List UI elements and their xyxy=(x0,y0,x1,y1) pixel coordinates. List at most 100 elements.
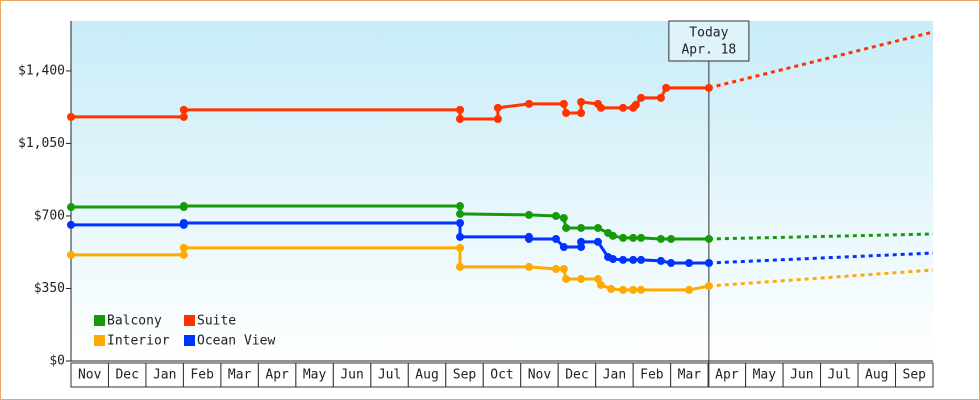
data-point xyxy=(67,112,75,121)
data-point xyxy=(67,220,75,229)
data-point xyxy=(704,234,713,243)
data-point xyxy=(551,234,560,243)
plot-background xyxy=(71,21,933,361)
month-cell xyxy=(857,362,897,388)
data-point xyxy=(704,281,713,290)
data-point xyxy=(179,202,188,211)
legend-swatch xyxy=(94,335,105,346)
forecast-line xyxy=(708,232,934,241)
data-point xyxy=(667,258,676,267)
x-tick-label: Oct xyxy=(490,368,513,383)
today-label: Today xyxy=(689,26,728,41)
data-point xyxy=(559,99,568,108)
forecast-line xyxy=(708,30,934,90)
data-point xyxy=(524,262,533,271)
y-tick-label: $1,400 xyxy=(18,63,65,78)
data-point xyxy=(67,203,75,212)
x-tick-label: Sep xyxy=(903,368,927,383)
data-point xyxy=(577,108,586,117)
month-cell xyxy=(445,362,484,388)
data-point xyxy=(656,93,665,102)
x-tick-label: Feb xyxy=(640,368,664,383)
x-tick-label: Jul xyxy=(378,368,401,383)
y-tick-label: $1,050 xyxy=(18,136,65,151)
y-tick-label: $0 xyxy=(49,354,65,369)
data-point xyxy=(685,258,694,267)
x-tick-label: Apr xyxy=(265,368,289,383)
legend-label: Suite xyxy=(197,314,236,329)
data-point xyxy=(559,265,568,274)
data-point xyxy=(619,233,628,242)
legend-label: Ocean View xyxy=(197,334,275,349)
data-point xyxy=(593,237,602,246)
month-cell xyxy=(820,362,859,388)
data-point xyxy=(456,243,465,252)
data-point xyxy=(562,108,571,117)
data-point xyxy=(593,274,602,283)
data-point xyxy=(596,280,605,289)
data-point xyxy=(577,274,586,283)
data-point xyxy=(637,93,646,102)
data-point xyxy=(577,223,586,232)
y-tick-label: $700 xyxy=(34,208,65,223)
data-point xyxy=(607,284,616,293)
data-point xyxy=(667,234,676,243)
data-point xyxy=(493,103,502,112)
data-point xyxy=(629,233,638,242)
data-point xyxy=(456,209,465,218)
data-point xyxy=(608,231,617,240)
data-point xyxy=(562,274,571,283)
data-point xyxy=(179,105,188,114)
x-tick-label: Nov xyxy=(528,368,552,383)
x-tick-label: May xyxy=(303,368,327,383)
x-tick-label: Dec xyxy=(115,368,138,383)
x-tick-label: Jan xyxy=(603,368,626,383)
data-point xyxy=(551,211,560,220)
month-cell xyxy=(370,362,409,388)
data-point xyxy=(619,285,628,294)
data-point xyxy=(551,265,560,274)
month-cell xyxy=(745,362,784,388)
x-tick-label: Jul xyxy=(828,368,851,383)
month-cell xyxy=(220,362,259,388)
data-point xyxy=(179,250,188,259)
data-point xyxy=(179,112,188,121)
data-point xyxy=(704,83,713,92)
month-cell xyxy=(107,362,147,388)
legend-swatch xyxy=(184,315,195,326)
data-point xyxy=(656,256,665,265)
x-tick-label: Feb xyxy=(190,368,214,383)
month-cell xyxy=(257,362,297,388)
data-point xyxy=(704,258,713,267)
legend-swatch xyxy=(184,335,195,346)
data-point xyxy=(577,98,586,107)
today-label: Apr. 18 xyxy=(681,43,736,58)
data-point xyxy=(67,250,75,259)
legend-label: Balcony xyxy=(107,314,162,329)
y-tick-label: $350 xyxy=(34,281,65,296)
data-point xyxy=(637,285,646,294)
month-cell xyxy=(670,362,709,388)
data-point xyxy=(562,223,571,232)
data-point xyxy=(456,115,465,124)
data-point xyxy=(685,285,694,294)
data-point xyxy=(631,100,640,109)
x-tick-label: Jan xyxy=(153,368,176,383)
data-point xyxy=(577,237,586,246)
forecast-line xyxy=(708,268,934,288)
month-cell xyxy=(145,362,184,388)
data-point xyxy=(608,255,617,264)
legend-label: Interior xyxy=(107,334,170,349)
data-point xyxy=(456,105,465,114)
month-cell xyxy=(520,362,559,388)
data-point xyxy=(656,234,665,243)
month-cell xyxy=(782,362,822,388)
x-tick-label: Jun xyxy=(340,368,363,383)
data-point xyxy=(619,103,628,112)
data-point xyxy=(662,83,671,92)
today-box xyxy=(668,20,750,62)
x-tick-label: Dec xyxy=(565,368,588,383)
legend-swatch xyxy=(94,315,105,326)
